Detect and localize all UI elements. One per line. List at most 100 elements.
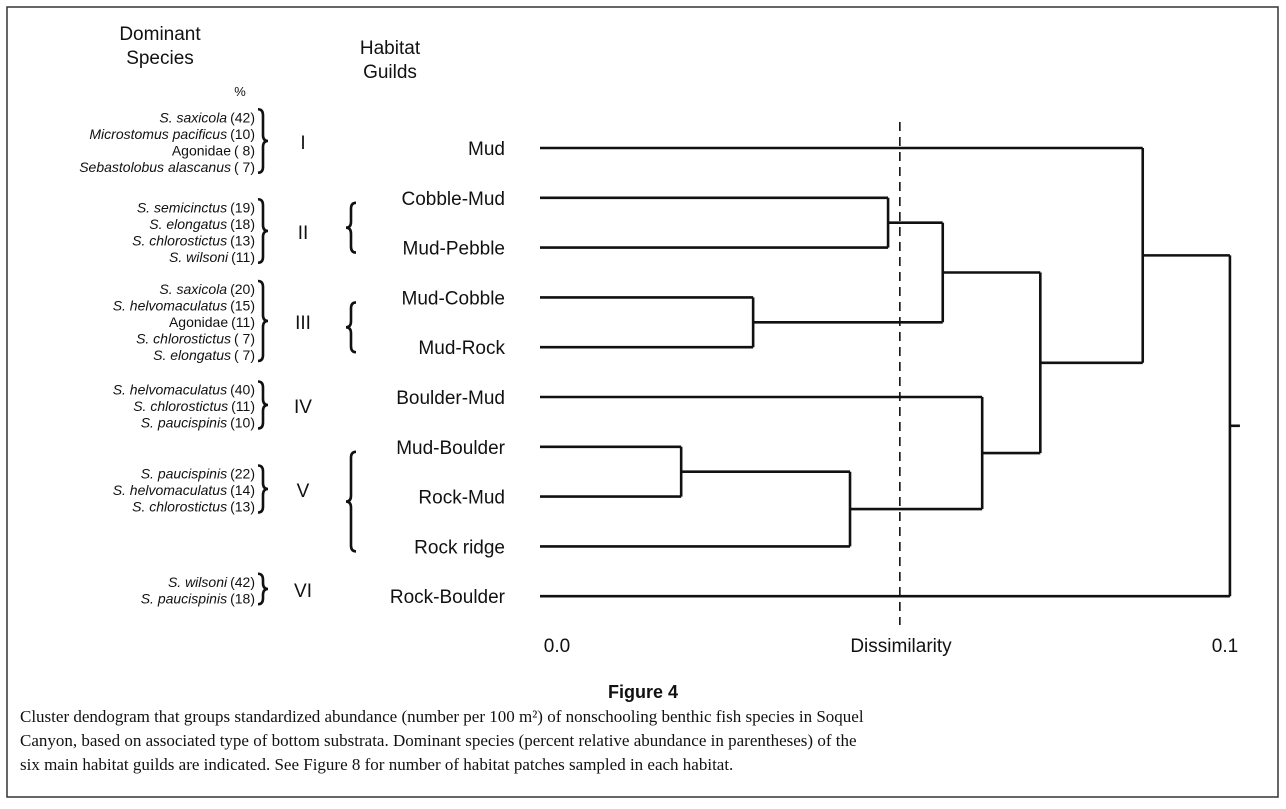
x-tick-label: 0.1 <box>1212 636 1238 657</box>
species-name: S. paucispinis <box>141 466 227 482</box>
caption-line: Cluster dendogram that groups standardiz… <box>20 707 864 726</box>
species-entry: S. chlorostictus (11) <box>133 398 255 414</box>
species-name: Sebastolobus alascanus <box>79 159 231 175</box>
species-abundance: (13) <box>230 499 255 515</box>
species-entry: S. paucispinis (10) <box>141 415 255 431</box>
species-name: S. chlorostictus <box>132 232 227 248</box>
species-abundance: ( 7) <box>234 159 255 175</box>
species-abundance: (22) <box>230 466 255 482</box>
habitat-label: Rock-Boulder <box>390 587 506 608</box>
x-tick-label: 0.0 <box>544 636 570 657</box>
species-name: S. chlorostictus <box>133 398 228 414</box>
species-entry: S. elongatus (18) <box>149 216 255 232</box>
species-entry: S. chlorostictus (13) <box>132 232 255 248</box>
habitat-label: Boulder-Mud <box>396 388 505 409</box>
species-abundance: (15) <box>230 298 255 314</box>
habitat-label: Mud-Boulder <box>396 438 505 459</box>
guild-numeral: II <box>298 223 309 244</box>
guild-numeral: V <box>297 481 310 502</box>
species-entry: S. semicinctus (19) <box>137 199 255 215</box>
figure-label: Figure 4 <box>608 682 678 702</box>
species-name: S. saxicola <box>159 109 227 125</box>
guild-numeral: III <box>295 313 311 334</box>
habitat-label: Rock-Mud <box>418 488 505 509</box>
species-abundance: (18) <box>230 590 255 606</box>
species-name: S. saxicola <box>159 281 227 297</box>
species-abundance: (42) <box>230 574 255 590</box>
brace <box>257 572 269 606</box>
habitat-label: Mud-Rock <box>418 338 505 359</box>
guild-numeral: IV <box>294 397 312 418</box>
species-entry: S. paucispinis (18) <box>141 590 255 606</box>
species-entry: S. saxicola (20) <box>159 281 255 297</box>
species-entry: S. wilsoni (11) <box>169 249 255 265</box>
species-entry: Microstomus pacificus (10) <box>89 126 255 142</box>
species-entry: S. chlorostictus( 7) <box>136 331 255 347</box>
species-entry: S. chlorostictus (13) <box>132 499 255 515</box>
species-name: S. wilsoni <box>168 574 228 590</box>
species-name: S. paucispinis <box>141 590 227 606</box>
species-entry: S. wilsoni (42) <box>168 574 255 590</box>
species-entry: Agonidae( 8) <box>172 142 255 158</box>
brace <box>345 301 357 354</box>
frame <box>6 6 1279 798</box>
species-name: Agonidae <box>172 142 231 158</box>
species-abundance: (40) <box>230 382 255 398</box>
habitat-label: Rock ridge <box>414 537 505 558</box>
guild-numeral: I <box>300 133 305 154</box>
species-abundance: ( 7) <box>234 347 255 363</box>
species-abundance: (11) <box>231 249 255 265</box>
species-name: S. helvomaculatus <box>113 382 227 398</box>
species-abundance: (14) <box>230 482 255 498</box>
species-name: S. helvomaculatus <box>113 482 227 498</box>
species-name: Microstomus pacificus <box>89 126 227 142</box>
species-abundance: ( 8) <box>234 142 255 158</box>
species-entry: S. helvomaculatus (15) <box>113 298 255 314</box>
guild-numeral: VI <box>294 581 312 602</box>
species-entry: S. elongatus( 7) <box>153 347 255 363</box>
brace <box>257 279 269 363</box>
species-abundance: (20) <box>230 281 255 297</box>
habitat-label: Mud <box>468 139 505 160</box>
brace <box>257 107 269 175</box>
species-name: S. semicinctus <box>137 199 227 215</box>
species-header: Dominant <box>119 24 201 45</box>
habitat-label: Mud-Cobble <box>402 288 506 309</box>
guild-header: Habitat <box>360 38 421 59</box>
species-abundance: (18) <box>230 216 255 232</box>
species-name: S. chlorostictus <box>132 499 227 515</box>
species-abundance: (10) <box>230 415 255 431</box>
caption-line: Canyon, based on associated type of bott… <box>20 731 857 750</box>
species-name: S. wilsoni <box>169 249 229 265</box>
species-entry: S. paucispinis (22) <box>141 466 255 482</box>
species-abundance: (11) <box>231 314 255 330</box>
species-header: Species <box>126 48 194 69</box>
species-entry: S. helvomaculatus (40) <box>113 382 255 398</box>
species-name: S. elongatus <box>153 347 231 363</box>
brace <box>257 380 269 430</box>
brace <box>257 197 269 265</box>
species-entry: S. helvomaculatus (14) <box>113 482 255 498</box>
species-abundance: (19) <box>230 199 255 215</box>
guild-header: Guilds <box>363 62 417 83</box>
species-name: S. helvomaculatus <box>113 298 227 314</box>
habitat-label: Cobble-Mud <box>402 189 506 210</box>
species-entry: S. saxicola (42) <box>159 109 255 125</box>
caption-line: six main habitat guilds are indicated. S… <box>20 755 734 774</box>
species-abundance: (10) <box>230 126 255 142</box>
species-name: S. elongatus <box>149 216 227 232</box>
brace <box>257 464 269 514</box>
species-name: Agonidae <box>169 314 228 330</box>
brace <box>345 450 357 553</box>
species-name: S. paucispinis <box>141 415 227 431</box>
species-name: S. chlorostictus <box>136 331 231 347</box>
species-entry: Agonidae (11) <box>169 314 255 330</box>
percent-header: % <box>234 84 246 99</box>
habitat-label: Mud-Pebble <box>403 239 505 260</box>
species-abundance: (13) <box>230 232 255 248</box>
species-abundance: ( 7) <box>234 331 255 347</box>
species-abundance: (11) <box>231 398 255 414</box>
x-axis-label: Dissimilarity <box>850 636 952 657</box>
species-entry: Sebastolobus alascanus( 7) <box>79 159 255 175</box>
